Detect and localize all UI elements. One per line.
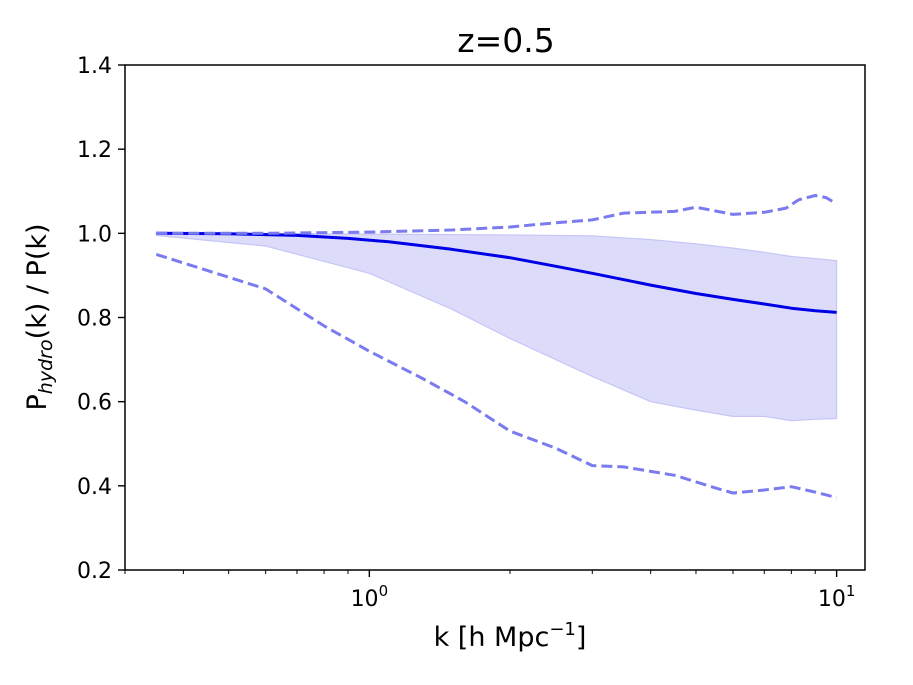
- series-line-lower-dashed: [155, 252, 837, 500]
- x-tick-label: 100: [351, 582, 389, 612]
- x-tick-label: 101: [818, 582, 856, 612]
- y-tick-label: 0.2: [77, 559, 112, 584]
- axis-ticks: 0.2 0.4 0.6 0.8 1.0 1.2 1.4 100 101: [77, 54, 855, 612]
- y-tick-label: 0.6: [77, 391, 112, 416]
- series-line-median: [156, 231, 837, 314]
- x-axis-label: k [h Mpc−1]: [434, 619, 587, 653]
- chart-title: z=0.5: [457, 21, 554, 60]
- series-line-upper-dashed: [156, 194, 838, 235]
- y-tick-label: 0.8: [77, 307, 112, 332]
- y-tick-label: 1.4: [77, 54, 112, 79]
- y-tick-label: 1.2: [77, 138, 112, 163]
- plot-area: [155, 194, 838, 500]
- band-area: [155, 232, 838, 422]
- y-tick-label: 1.0: [77, 222, 112, 247]
- y-axis-label: Phydro(k) / P(k): [22, 223, 57, 410]
- y-tick-label: 0.4: [77, 475, 112, 500]
